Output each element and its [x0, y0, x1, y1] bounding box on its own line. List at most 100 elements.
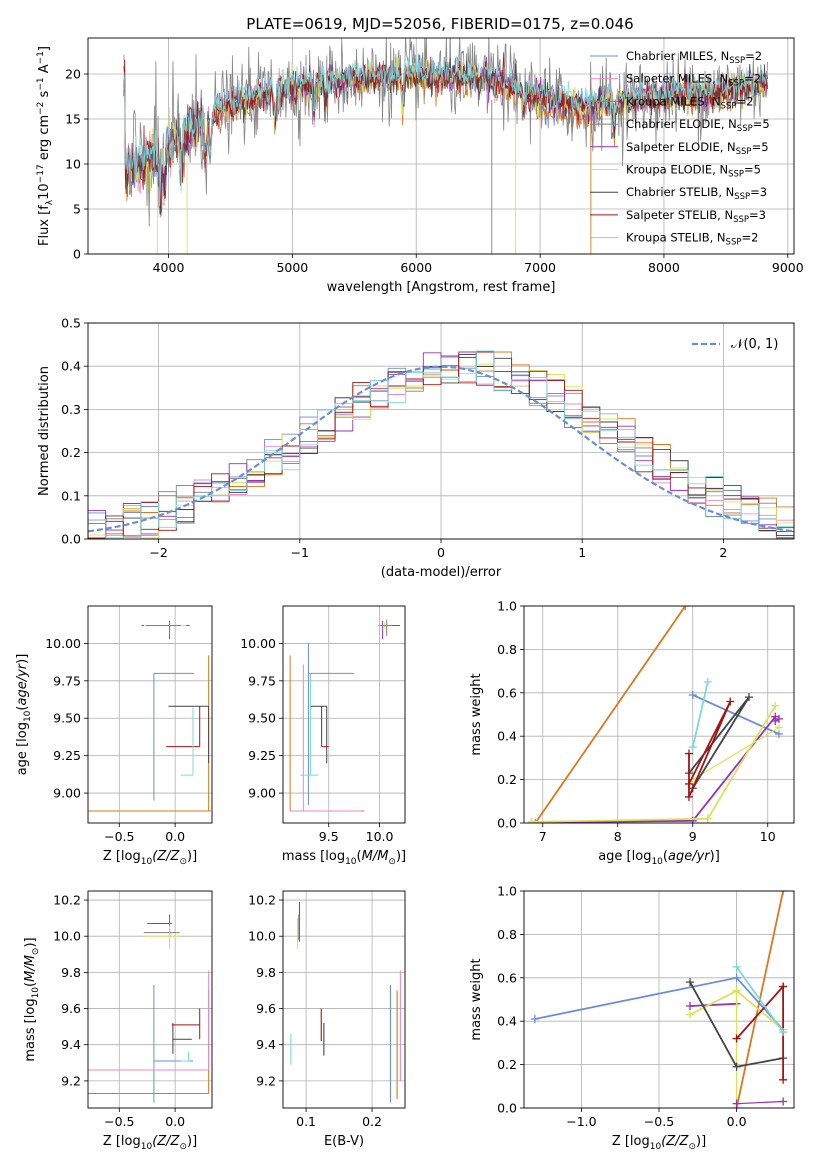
label-text: (	[23, 982, 38, 987]
spectrum-line-9	[123, 53, 768, 207]
spectrum-panel: 4000 5000 6000 7000 8000 9000 0 5 10 15 20 waveleng…	[36, 37, 804, 295]
legend-entry-3: Kroupa MILES, NSSP=2	[626, 94, 753, 111]
age_vs_Z-ytick-label: 9.00	[53, 786, 81, 801]
mw-age-kroupa-miles-line	[534, 606, 687, 823]
legend-entry-7: Chabrier STELIB, NSSP=3	[626, 185, 767, 202]
legend-entry-8: Salpeter STELIB, NSSP=3	[626, 208, 766, 225]
mw-z-kroupa-stelib-marker	[732, 962, 741, 971]
age_vs_Z-xtick-label: 0.0	[165, 829, 185, 844]
mw-z-salpeter-elodie-b-line	[736, 1100, 784, 1105]
label-text: )]	[710, 849, 720, 864]
residuals-xtick-label: 0	[437, 545, 445, 560]
label-text: )]	[187, 1134, 197, 1149]
label-superscript: −2	[36, 102, 46, 115]
mass-ebv-xlabel: E(B-V)	[324, 1134, 364, 1149]
label-text: )]	[396, 849, 406, 864]
label-subscript: 10	[651, 857, 663, 867]
mw-z-chabrier-stelib-marker	[686, 978, 695, 987]
legend-nssp: =5	[753, 117, 770, 131]
spectrum-xlabel: wavelength [Angstrom, rest frame]	[327, 280, 556, 295]
label-superscript: −17	[36, 164, 46, 183]
residuals-frame	[87, 322, 795, 540]
mass_vs_ebv-xtick-label: 0.1	[296, 1114, 316, 1129]
legend-name: Salpeter MILES, N	[626, 72, 728, 86]
label-text: Z [log	[103, 849, 141, 864]
massweight_vs_age-ytick-label: 0.8	[497, 642, 517, 657]
legend-name: Chabrier STELIB, N	[626, 185, 734, 199]
spectrum-xtick-label: 7000	[524, 260, 556, 275]
label-text: )]	[15, 654, 30, 664]
age_vs_Z-xtick-label: −0.5	[104, 829, 134, 844]
mass_vs_ebv-ytick-label: 10.0	[248, 929, 276, 944]
residuals-ytick-label: 0.1	[61, 488, 81, 503]
legend-nssp: =2	[736, 94, 753, 108]
age_vs_mass-ytick-label: 9.00	[248, 786, 276, 801]
legend-subscript: SSP	[728, 79, 744, 89]
legend-subscript: SSP	[736, 147, 752, 157]
mass_vs_Z-ytick-label: 9.2	[61, 1073, 81, 1088]
mw-age-salpeter-elodie-b-marker	[775, 714, 783, 723]
massweight_vs_Z-ytick-label: 1.0	[497, 884, 517, 899]
massweight_vs_Z-ytick-label: 0.6	[497, 970, 517, 985]
massweight_vs_age-xtick-label: 8	[614, 829, 622, 844]
label-text: 10	[37, 183, 52, 200]
mw-age-salpeter-stelib-marker	[726, 697, 735, 706]
label-subscript: ⊙	[179, 1142, 187, 1152]
spectrum-ytick-label: 20	[65, 67, 81, 82]
spectrum-ytick-label: 15	[65, 112, 81, 127]
residuals-ytick-label: 0.2	[61, 445, 81, 460]
legend-entry-5: Salpeter ELODIE, NSSP=5	[626, 140, 769, 157]
age_vs_mass-panel: 9.5 10.0 9.00 9.25 9.50 9.75 10.00 mass [log10(…	[240, 605, 406, 867]
mass_vs_ebv-xtick-label: 0.2	[362, 1114, 382, 1129]
mw-z-kroupa-stelib-marker	[779, 1028, 788, 1037]
mw-z-salpeter-elodie-b-marker	[732, 1099, 741, 1108]
residuals-xtick-label: −1	[291, 545, 309, 560]
residuals-legend-label: 𝒩(0, 1)	[731, 337, 778, 352]
mw-z-kroupa-elodie-marker	[686, 1010, 695, 1019]
legend-name: Salpeter ELODIE, N	[626, 140, 736, 154]
label-text: mass [log	[23, 998, 38, 1061]
age-z-xlabel: Z [log10(Z/Z⊙)]	[103, 849, 197, 867]
mass_vs_Z-ytick-label: 10.2	[53, 893, 81, 908]
label-text: A	[37, 64, 52, 77]
mw-z-ylabel: mass weight	[469, 958, 484, 1040]
label-subscript: 10	[23, 710, 33, 722]
label-text: )]	[187, 849, 197, 864]
histogram-series-9	[88, 350, 794, 539]
legend-entry-4: Chabrier ELODIE, NSSP=5	[626, 117, 770, 134]
label-text: )]	[23, 937, 38, 947]
massweight_vs_age-ytick-label: 0.4	[497, 729, 517, 744]
legend-name: Chabrier ELODIE, N	[626, 117, 737, 131]
label-text: Z [log	[612, 1134, 650, 1149]
label-text: (	[15, 706, 30, 711]
mass_vs_Z-plot-area	[88, 914, 210, 1103]
age_vs_mass-ytick-label: 9.50	[248, 711, 276, 726]
label-text: Z [log	[103, 1134, 141, 1149]
legend-nssp: =2	[745, 49, 762, 63]
massweight_vs_age-frame	[523, 605, 795, 824]
legend-nssp: =2	[744, 72, 761, 86]
residuals-xtick-label: 2	[719, 545, 727, 560]
spectrum-xtick-label: 6000	[400, 260, 432, 275]
mass_vs_Z-ytick-label: 9.8	[61, 965, 81, 980]
mw-age-kroupa-elodie-marker	[527, 817, 536, 823]
label-subscript: ⊙	[688, 1142, 696, 1152]
mw-z-chabrier-stelib-marker	[732, 1062, 741, 1071]
label-text: (Z/Z	[661, 1134, 689, 1149]
mw-age-chabrier-stelib-marker	[745, 693, 753, 702]
label-superscript: −1	[36, 77, 46, 90]
label-text: (	[357, 849, 362, 864]
mass_vs_Z-ytick-label: 9.4	[61, 1037, 81, 1052]
residuals-ylabel: Normed distribution	[37, 366, 52, 496]
mass_vs_Z-panel: −0.5 0.09.29.49.69.810.010.2Z [log10(Z/Z⊙…	[23, 890, 213, 1152]
mw-z-kroupa-miles-marker	[779, 891, 788, 895]
mw-age-kroupa-miles-marker	[531, 819, 540, 823]
legend-entry-9: Kroupa STELIB, NSSP=2	[626, 231, 758, 248]
age_vs_mass-xtick-label: 9.5	[319, 829, 339, 844]
legend-entry-2: Salpeter MILES, NSSP=2	[626, 72, 761, 89]
massweight_vs_Z-ytick-label: 0.2	[497, 1057, 517, 1072]
legend-name: Kroupa MILES, N	[626, 94, 721, 108]
mass_vs_Z-xtick-label: 0.0	[165, 1114, 185, 1129]
legend-nssp: =3	[749, 208, 766, 222]
